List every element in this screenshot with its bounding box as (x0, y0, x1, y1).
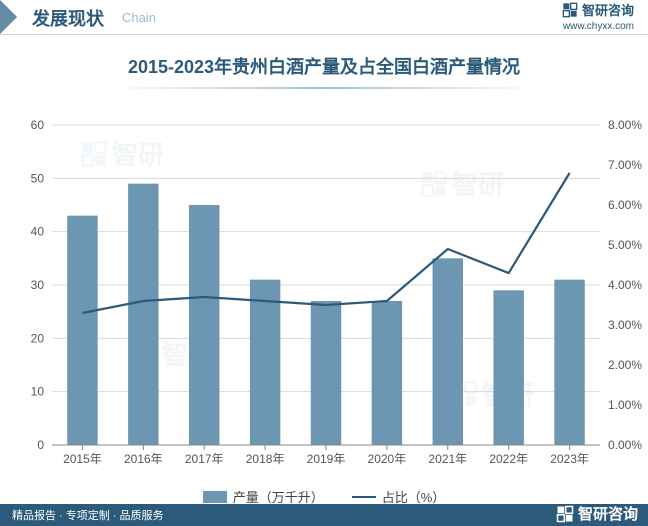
svg-text:7.00%: 7.00% (608, 158, 642, 172)
svg-text:20: 20 (31, 331, 45, 345)
svg-text:2019年: 2019年 (307, 452, 346, 466)
svg-text:2020年: 2020年 (368, 452, 407, 466)
svg-text:5.00%: 5.00% (608, 238, 642, 252)
svg-text:2018年: 2018年 (246, 452, 285, 466)
svg-text:2017年: 2017年 (185, 452, 224, 466)
header-arrow-icon (0, 0, 17, 34)
svg-text:1.00%: 1.00% (608, 398, 642, 412)
svg-text:4.00%: 4.00% (608, 278, 642, 292)
svg-text:50: 50 (31, 171, 45, 185)
chart-container: 2015-2023年贵州白酒产量及占全国白酒产量情况 智研 智研 智研 智研 0… (0, 35, 648, 505)
svg-text:30: 30 (31, 278, 45, 292)
svg-text:6.00%: 6.00% (608, 198, 642, 212)
svg-text:2021年: 2021年 (428, 452, 467, 466)
svg-text:8.00%: 8.00% (608, 118, 642, 132)
svg-text:0: 0 (37, 438, 44, 452)
svg-text:10: 10 (31, 385, 45, 399)
footer: 精品报告 · 专项定制 · 品质服务 智研咨询 (0, 504, 648, 526)
svg-text:2.00%: 2.00% (608, 358, 642, 372)
brand-site: www.chyxx.com (562, 21, 634, 32)
svg-text:2023年: 2023年 (550, 452, 589, 466)
header: 发展现状 Chain 智研咨询 www.chyxx.com (0, 0, 648, 35)
svg-text:2016年: 2016年 (124, 452, 163, 466)
brand-logo-icon (562, 2, 578, 18)
combo-chart-svg: 0 10 20 30 40 50 60 0.00% 1.00% 2.00% 3.00% 4.00% 5.… (0, 95, 648, 495)
header-title-cn: 发展现状 (32, 5, 104, 31)
footer-brand: 智研咨询 (556, 503, 638, 524)
line-swatch-icon (352, 496, 376, 498)
brand-block: 智研咨询 www.chyxx.com (562, 0, 634, 32)
svg-text:2022年: 2022年 (489, 452, 528, 466)
svg-text:40: 40 (31, 225, 45, 239)
svg-text:60: 60 (31, 118, 45, 132)
svg-text:0.00%: 0.00% (608, 438, 642, 452)
svg-text:2015年: 2015年 (63, 452, 102, 466)
header-title-en: Chain (122, 10, 156, 25)
footer-brand-text: 智研咨询 (578, 503, 638, 524)
chart-title: 2015-2023年贵州白酒产量及占全国白酒产量情况 (0, 35, 648, 89)
svg-text:3.00%: 3.00% (608, 318, 642, 332)
footer-text: 精品报告 · 专项定制 · 品质服务 (12, 507, 164, 523)
brand-name: 智研咨询 (582, 0, 634, 19)
footer-brand-icon (556, 505, 574, 523)
bar-swatch-icon (203, 491, 227, 503)
